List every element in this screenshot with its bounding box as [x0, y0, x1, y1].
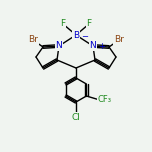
Text: Br: Br: [114, 36, 124, 45]
Text: N: N: [90, 41, 96, 50]
Text: F: F: [60, 19, 66, 29]
Text: −: −: [81, 32, 88, 41]
Text: Cl: Cl: [72, 112, 80, 121]
Text: CF₃: CF₃: [98, 95, 112, 104]
Text: B: B: [73, 31, 79, 40]
Text: Br: Br: [28, 36, 38, 45]
Text: +: +: [98, 42, 105, 51]
Text: F: F: [86, 19, 92, 29]
Text: N: N: [56, 41, 62, 50]
